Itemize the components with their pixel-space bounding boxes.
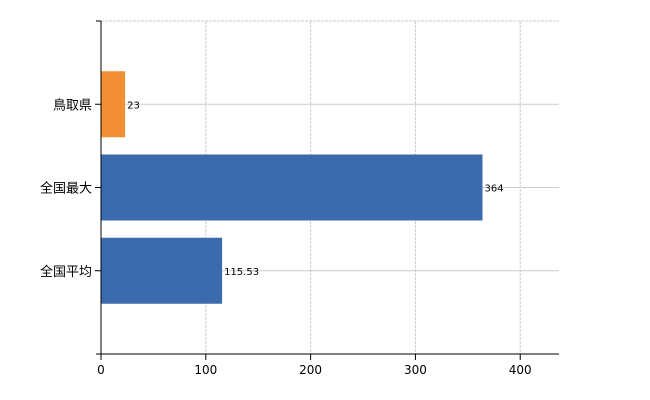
category-label: 全国最大	[40, 181, 92, 197]
bar-value-label: 364	[484, 184, 503, 195]
bar	[101, 237, 223, 304]
x-tick-label: 100	[194, 363, 217, 377]
x-tick-label: 400	[509, 363, 532, 377]
x-tick-label: 0	[97, 363, 105, 377]
category-label: 全国平均	[40, 264, 92, 280]
x-tick-label: 300	[404, 363, 427, 377]
category-label: 鳥取県	[53, 98, 92, 113]
bar-value-label: 115.53	[224, 267, 259, 278]
bars: 23 364 115.53	[101, 71, 504, 304]
x-tick-label: 200	[299, 363, 322, 377]
bar	[101, 154, 483, 221]
bar-value-label: 23	[127, 100, 140, 111]
bar	[101, 71, 126, 138]
